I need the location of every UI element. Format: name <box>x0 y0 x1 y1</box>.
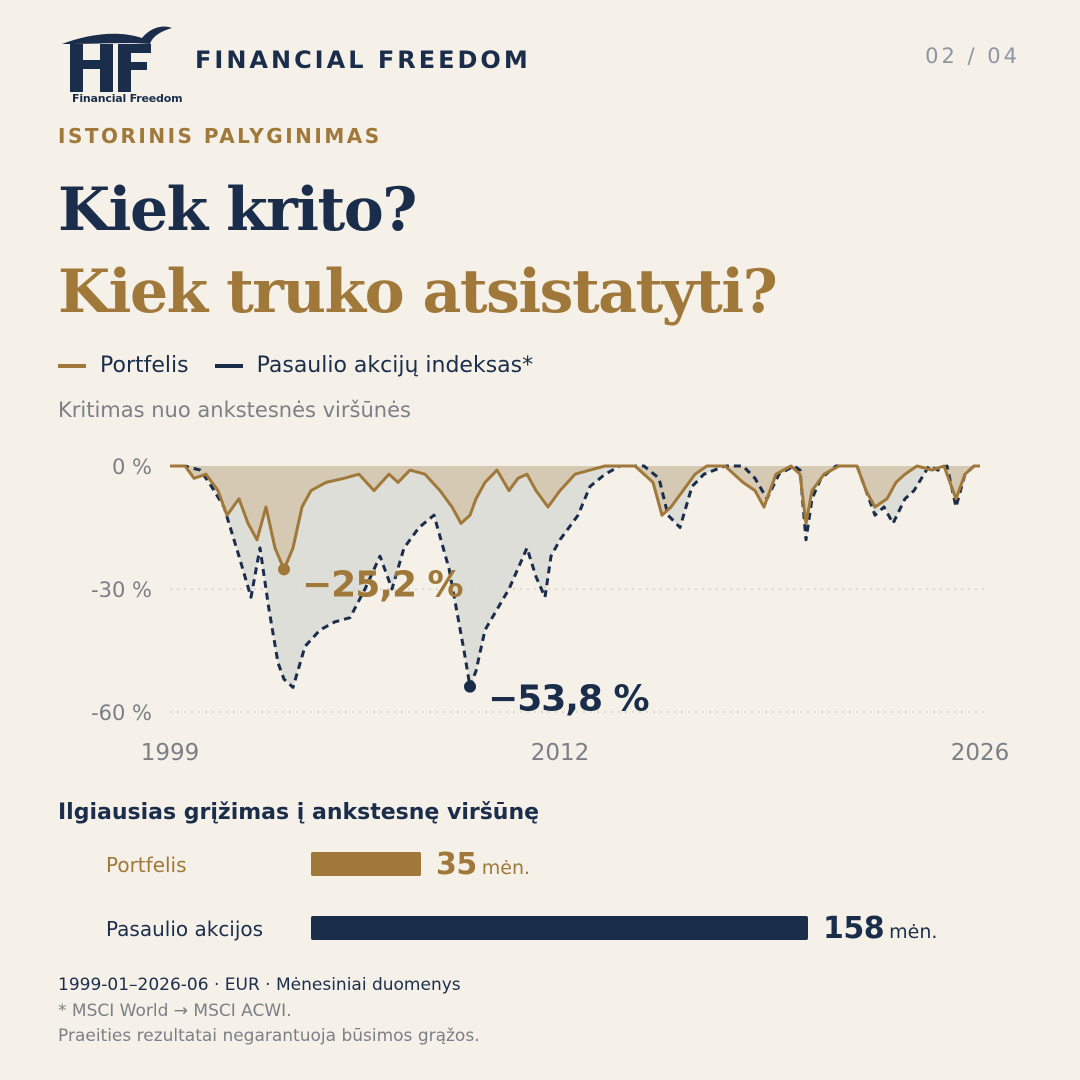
brand-name: FINANCIAL FREEDOM <box>195 46 531 74</box>
recovery-unit-world-stocks: mėn. <box>889 921 938 943</box>
series-area-world-index <box>170 466 980 688</box>
ff-eagle-logo-icon <box>58 22 176 108</box>
y-tick-label: -60 % <box>91 701 152 725</box>
chart-subtitle: Kritimas nuo ankstesnės viršūnės <box>58 398 411 422</box>
footnote-period: 1999-01–2026-06 · EUR · Mėnesiniai duome… <box>58 975 461 995</box>
trough-label-world-index: −53,8 % <box>488 679 649 720</box>
recovery-number-portfolio: 35 <box>436 847 477 882</box>
series-line-portfolio <box>170 464 980 571</box>
recovery-label-portfolio: Portfelis <box>106 853 187 877</box>
y-tick-label: -30 % <box>91 578 152 602</box>
legend-swatch-world-index <box>214 363 243 368</box>
legend-label-world-index: Pasaulio akcijų indeksas* <box>256 353 534 378</box>
page-indicator: 02 / 04 <box>925 44 1020 68</box>
title-line-2: Kiek truko atsistatyti? <box>58 257 778 327</box>
series-line-world-index <box>170 464 980 689</box>
y-tick-label: 0 % <box>112 455 152 479</box>
footnote-disclaimer: Praeities rezultatai negarantuoja būsimo… <box>58 1026 480 1046</box>
logo-caption: Financial Freedom <box>72 92 183 105</box>
recovery-bar-portfolio <box>311 852 421 876</box>
x-tick-label: 1999 <box>141 740 200 766</box>
footnote-index: * MSCI World → MSCI ACWI. <box>58 1001 292 1021</box>
legend-item-world-index: Pasaulio akcijų indeksas* <box>214 353 534 378</box>
trough-marker-world-index <box>464 680 476 693</box>
recovery-number-world-stocks: 158 <box>823 911 885 946</box>
chart-legend: Portfelis Pasaulio akcijų indeksas* <box>58 353 559 378</box>
recovery-value-portfolio: 35 mėn. <box>436 847 530 882</box>
recovery-label-world-stocks: Pasaulio akcijos <box>106 917 264 941</box>
legend-item-portfolio: Portfelis <box>58 353 189 378</box>
trough-label-portfolio: −25,2 % <box>302 564 463 605</box>
recovery-bar-world-stocks <box>311 916 808 940</box>
kicker: ISTORINIS PALYGINIMAS <box>58 124 382 148</box>
drawdown-chart: 0 % -30 % -60 % 1999 2012 2026 −25,2 % −53,8 % <box>91 455 1010 766</box>
title-line-1: Kiek krito? <box>58 175 417 245</box>
x-tick-label: 2012 <box>531 740 590 766</box>
trough-marker-portfolio <box>278 563 290 576</box>
recovery-section-title: Ilgiausias grįžimas į ankstesnę viršūnę <box>58 800 540 825</box>
recovery-unit-portfolio: mėn. <box>481 857 531 879</box>
recovery-value-world-stocks: 158 mėn. <box>823 911 937 946</box>
legend-swatch-portfolio <box>58 363 86 368</box>
legend-label-portfolio: Portfelis <box>100 353 189 378</box>
series-area-portfolio <box>170 466 980 570</box>
x-tick-label: 2026 <box>951 740 1010 766</box>
